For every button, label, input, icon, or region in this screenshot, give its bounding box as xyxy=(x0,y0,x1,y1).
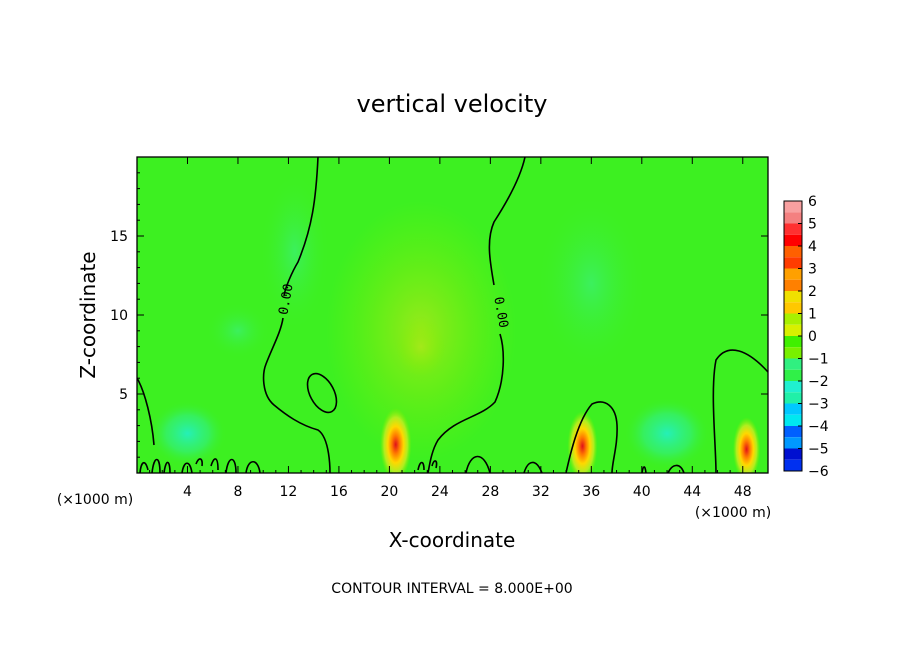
colorbar-band xyxy=(784,336,802,348)
contour-label-left: 0.00 xyxy=(276,283,296,316)
zero-contour-loop xyxy=(306,372,338,414)
x-axis-unit: (×1000 m) xyxy=(695,505,771,521)
updraft-cell xyxy=(380,408,412,473)
x-tick-label: 12 xyxy=(280,484,298,500)
colorbar-band xyxy=(784,324,802,336)
y-axis-unit: (×1000 m) xyxy=(57,492,133,508)
y-axis: 5 10 15 xyxy=(110,172,768,458)
colorbar-label: −2 xyxy=(808,374,829,390)
colorbar-band xyxy=(784,459,802,471)
colorbar-label: 0 xyxy=(808,329,817,345)
colorbar-band xyxy=(784,212,802,224)
colorbar-band xyxy=(784,381,802,393)
x-tick-label: 40 xyxy=(633,484,651,500)
x-tick-label: 44 xyxy=(683,484,701,500)
x-axis: 4 8 12 16 20 24 28 32 36 40 44 48 xyxy=(149,157,756,500)
colorbar-band xyxy=(784,234,802,246)
x-tick-label: 4 xyxy=(183,484,192,500)
colorbar-band xyxy=(784,279,802,291)
y-tick-label: 5 xyxy=(119,387,128,403)
x-tick-label: 8 xyxy=(233,484,242,500)
x-tick-label: 20 xyxy=(380,484,398,500)
colorbar-label: −3 xyxy=(808,397,829,413)
x-tick-label: 24 xyxy=(431,484,449,500)
colorbar-label: 4 xyxy=(808,239,817,255)
zero-contours xyxy=(137,157,768,473)
colorbar-band xyxy=(784,223,802,235)
colorbar: 6 5 4 3 2 1 0 −1 −2 −3 −4 −5 −6 xyxy=(783,194,829,480)
colorbar-band xyxy=(784,426,802,438)
colorbar-band xyxy=(784,392,802,404)
colorbar-label: 2 xyxy=(808,284,817,300)
colorbar-label: 5 xyxy=(808,217,817,233)
velocity-field xyxy=(137,157,768,473)
colorbar-band xyxy=(784,414,802,426)
downdraft-cell xyxy=(205,302,270,359)
colorbar-label: 3 xyxy=(808,262,817,278)
downdraft-cell xyxy=(623,397,711,470)
y-tick-label: 10 xyxy=(110,308,128,324)
chart-title: vertical velocity xyxy=(357,90,548,118)
updraft-cell xyxy=(732,417,761,473)
x-tick-label: 32 xyxy=(532,484,550,500)
colorbar-band xyxy=(784,257,802,269)
downdraft-cell xyxy=(148,400,227,467)
colorbar-band xyxy=(784,347,802,359)
colorbar-band xyxy=(784,403,802,415)
colorbar-band xyxy=(784,313,802,325)
weak-downdraft xyxy=(536,193,647,374)
x-tick-label: 16 xyxy=(330,484,348,500)
zero-contour-left xyxy=(262,157,331,473)
weak-downdraft xyxy=(259,171,330,332)
colorbar-band xyxy=(784,448,802,460)
colorbar-label: −6 xyxy=(808,464,829,480)
zero-contour-updraft-36 xyxy=(565,401,618,473)
colorbar-label: −5 xyxy=(808,442,829,458)
zero-contour-surface xyxy=(139,455,685,473)
contour-interval-note: CONTOUR INTERVAL = 8.000E+00 xyxy=(331,581,572,597)
colorbar-band xyxy=(784,358,802,370)
colorbar-band xyxy=(784,268,802,280)
colorbar-band xyxy=(784,302,802,314)
x-axis-label: X-coordinate xyxy=(389,528,516,552)
colorbar-band xyxy=(784,291,802,303)
x-tick-label: 28 xyxy=(481,484,499,500)
x-tick-label: 36 xyxy=(582,484,600,500)
colorbar-label: 1 xyxy=(808,307,817,323)
updraft-cell xyxy=(395,316,446,377)
colorbar-label: −1 xyxy=(808,352,829,368)
y-axis-label: Z-coordinate xyxy=(76,251,100,378)
colorbar-band xyxy=(784,369,802,381)
contour-label-right: 0.00 xyxy=(490,296,510,329)
y-tick-label: 15 xyxy=(110,229,128,245)
updraft-cell xyxy=(567,411,598,473)
x-tick-label: 48 xyxy=(734,484,752,500)
colorbar-band xyxy=(784,246,802,258)
colorbar-band xyxy=(784,437,802,449)
colorbar-label: −4 xyxy=(808,419,829,435)
zero-contour-updraft-48 xyxy=(712,349,768,473)
zero-contour-left-edge xyxy=(137,377,155,446)
zero-contour-right xyxy=(427,157,526,473)
colorbar-label: 6 xyxy=(808,194,817,210)
colorbar-band xyxy=(784,201,802,213)
